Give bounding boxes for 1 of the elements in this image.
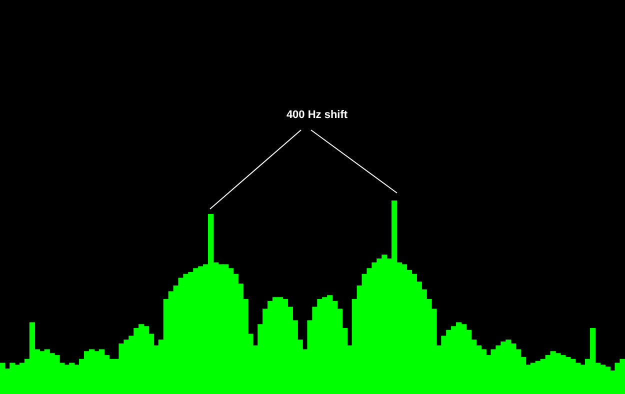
text: 400 Hz shift <box>286 109 348 122</box>
